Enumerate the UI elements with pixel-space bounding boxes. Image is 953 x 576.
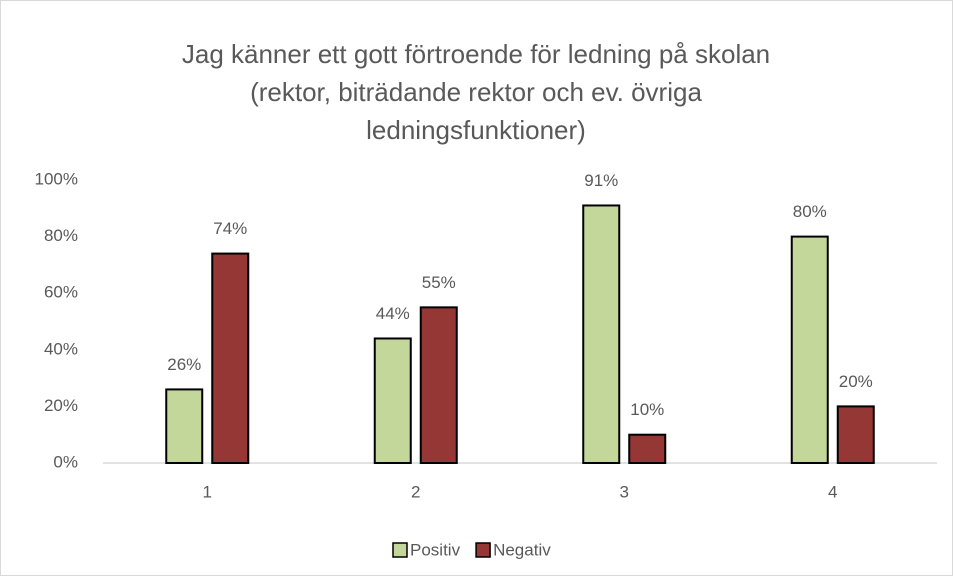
data-label: 80% — [793, 202, 827, 221]
legend-swatch — [392, 542, 408, 558]
bar — [582, 204, 621, 464]
data-label: 55% — [422, 273, 456, 292]
bar — [836, 405, 875, 464]
bar — [165, 388, 204, 465]
x-tick-label: 4 — [828, 482, 837, 501]
x-tick-label: 1 — [203, 482, 212, 501]
chart-title: ledningsfunktioner) — [366, 115, 586, 145]
bar — [419, 306, 458, 464]
data-label: 26% — [167, 355, 201, 374]
bar — [790, 235, 829, 464]
x-tick-label: 2 — [411, 482, 420, 501]
bar — [628, 433, 667, 465]
y-tick-label: 80% — [44, 226, 78, 245]
y-tick-label: 20% — [44, 396, 78, 415]
bar — [373, 337, 412, 465]
x-tick-label: 3 — [620, 482, 629, 501]
data-label: 74% — [213, 219, 247, 238]
data-label: 10% — [630, 400, 664, 419]
y-tick-label: 60% — [44, 283, 78, 302]
y-tick-label: 40% — [44, 339, 78, 358]
bar — [211, 252, 250, 464]
y-tick-label: 100% — [35, 169, 78, 188]
legend-label: Positiv — [410, 540, 461, 559]
legend-swatch — [475, 542, 491, 558]
data-label: 91% — [584, 171, 618, 190]
data-label: 44% — [376, 304, 410, 323]
y-tick-label: 0% — [53, 452, 78, 471]
legend-label: Negativ — [493, 540, 551, 559]
data-label: 20% — [839, 372, 873, 391]
chart-title: Jag känner ett gott förtroende för ledni… — [182, 39, 770, 69]
chart-title: (rektor, biträdande rektor och ev. övrig… — [250, 77, 702, 107]
